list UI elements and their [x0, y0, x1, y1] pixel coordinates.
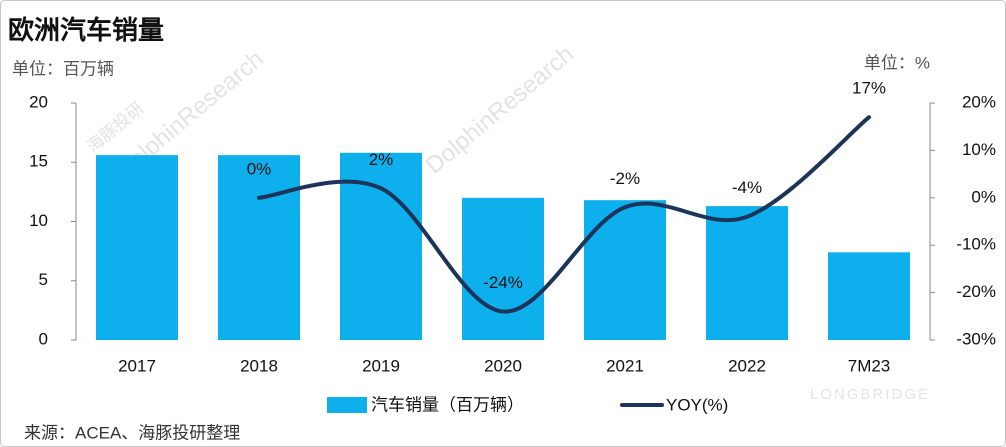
x-tick-label: 2021 [606, 356, 644, 375]
x-tick-label: 2018 [240, 356, 278, 375]
chart-title: 欧洲汽车销量 [8, 15, 164, 45]
y2-tick-label: 0% [971, 187, 996, 206]
data-label: -4% [732, 178, 762, 197]
watermark: LONGBRIDGE [810, 386, 930, 403]
y-tick-label: 20 [29, 92, 48, 111]
y2-unit: 单位：% [864, 53, 930, 72]
data-label: 2% [369, 150, 394, 169]
y-tick-label: 0 [39, 329, 48, 348]
y2-tick-label: -30% [956, 329, 996, 348]
legend-label: 汽车销量（百万辆） [371, 395, 524, 414]
bar [584, 200, 666, 340]
data-label: -2% [610, 169, 640, 188]
bar [828, 252, 910, 340]
y-tick-label: 15 [29, 152, 48, 171]
legend-swatch [327, 397, 367, 413]
source: 来源：ACEA、海豚投研整理 [24, 423, 240, 442]
x-tick-label: 2020 [484, 356, 522, 375]
y-tick-label: 10 [29, 211, 48, 230]
data-label: 17% [852, 79, 886, 98]
y2-tick-label: -20% [956, 282, 996, 301]
bar [462, 197, 544, 340]
y2-tick-label: 10% [962, 140, 996, 159]
bar [218, 155, 300, 340]
x-tick-label: 2017 [118, 356, 156, 375]
data-label: -24% [483, 273, 523, 292]
yoy-line [257, 115, 871, 314]
bar [96, 155, 178, 340]
y2-tick-label: -10% [956, 235, 996, 254]
legend-label: YOY(%) [666, 395, 728, 414]
x-tick-label: 2022 [728, 356, 766, 375]
y2-tick-label: 20% [962, 92, 996, 111]
x-tick-label: 7M23 [848, 356, 891, 375]
bar [340, 152, 422, 340]
data-label: 0% [247, 159, 272, 178]
bar [706, 206, 788, 340]
y-tick-label: 5 [39, 270, 48, 289]
y-unit: 单位：百万辆 [12, 59, 114, 78]
x-tick-label: 2019 [362, 356, 400, 375]
